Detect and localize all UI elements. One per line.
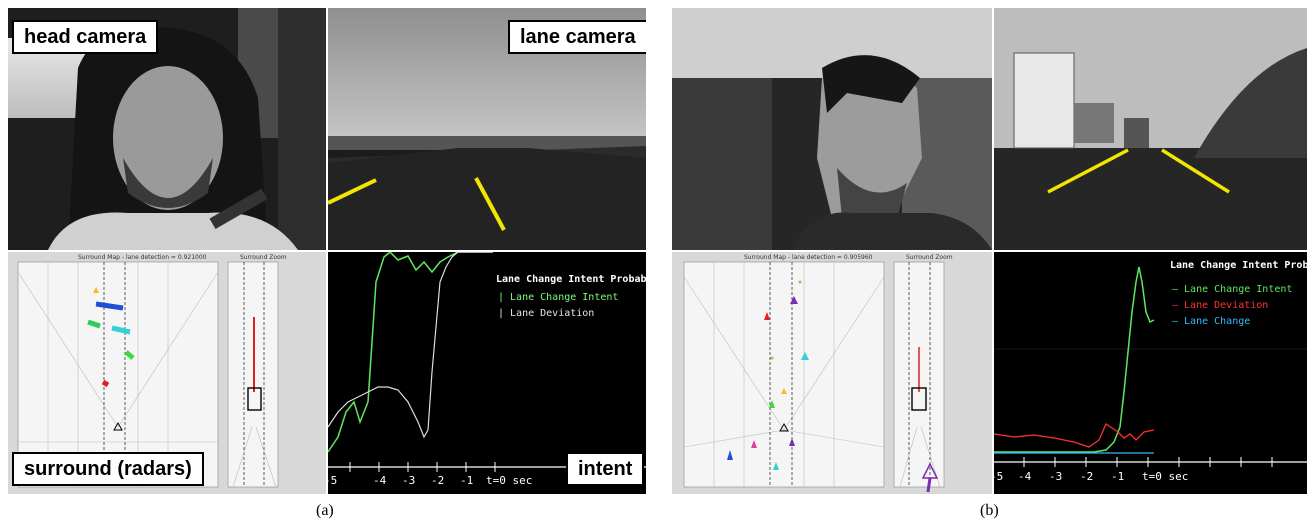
intent-chart-b xyxy=(994,266,1307,467)
intent-label: intent xyxy=(566,452,645,486)
caption-b: (b) xyxy=(980,502,999,519)
lane-change-intent-line-a xyxy=(328,252,493,453)
lane-deviation-line-b xyxy=(994,423,1155,448)
intent-plot-a: Lane Change Intent Probability | Lane Ch… xyxy=(328,252,646,494)
surround-map-title-a: Surround Map - lane detection = 0.921000 xyxy=(78,254,207,261)
surround-label: surround (radars) xyxy=(12,452,204,486)
intent-legend-item-b: — Lane Change Intent xyxy=(1172,284,1293,295)
deviation-legend-item-b: — Lane Deviation xyxy=(1172,300,1269,311)
intent-legend-item-a: | Lane Change Intent xyxy=(498,292,619,303)
x-tick: t=0 sec xyxy=(486,474,533,487)
deviation-legend-item-a: | Lane Deviation xyxy=(498,308,595,319)
lane-deviation-line-a xyxy=(328,252,493,439)
intent-plot-b: Lane Change Intent Probability — Lane Ch… xyxy=(994,252,1307,494)
driver-image-b xyxy=(672,8,992,250)
surround-plot-a xyxy=(17,261,279,488)
road-image-b xyxy=(994,8,1307,250)
driver-image-a xyxy=(8,8,326,250)
x-tick: -3 xyxy=(1049,470,1063,483)
lane-change-intent-line-b xyxy=(994,266,1155,453)
road-image-a xyxy=(328,8,646,250)
lane-marker-left xyxy=(328,178,377,205)
x-tick: -2 xyxy=(431,474,445,487)
surround-map-a: Surround Map - lane detection = 0.921000… xyxy=(8,252,326,494)
lane-marker-right xyxy=(474,177,506,231)
lane-marker-left xyxy=(1047,148,1129,194)
x-tick: -2 xyxy=(1080,470,1094,483)
lane-camera-view-a: lane camera xyxy=(328,8,646,250)
surround-zoom-title-a: Surround Zoom xyxy=(240,254,287,261)
x-tick: -1 xyxy=(1111,470,1125,483)
x-tick: -5 xyxy=(994,470,1004,483)
x-tick: -3 xyxy=(402,474,416,487)
surround-zoom-title-b: Surround Zoom xyxy=(906,254,953,261)
intent-legend-title-a: Lane Change Intent Probability xyxy=(496,274,646,285)
head-camera-view-b xyxy=(672,8,992,250)
surround-map-title-b: Surround Map - lane detection = 0.905960 xyxy=(744,254,873,261)
intent-legend-title-b: Lane Change Intent Probability xyxy=(1170,260,1307,271)
surround-plot-b xyxy=(683,261,945,493)
x-tick: -1 xyxy=(460,474,474,487)
lane-camera-label: lane camera xyxy=(508,20,646,54)
caption-a: (a) xyxy=(316,502,334,519)
x-tick: -5 xyxy=(328,474,338,487)
surround-map-b: Surround Map - lane detection = 0.905960… xyxy=(672,252,992,494)
head-camera-label: head camera xyxy=(12,20,159,54)
lane-marker-right xyxy=(1161,148,1230,194)
x-tick: t=0 sec xyxy=(1142,470,1189,483)
truck-trailer xyxy=(1013,52,1075,149)
lane-change-legend-item-b: — Lane Change xyxy=(1172,316,1251,327)
head-camera-view-a: head camera xyxy=(8,8,326,250)
x-tick: -4 xyxy=(373,474,387,487)
x-tick: -4 xyxy=(1018,470,1032,483)
lane-camera-view-b xyxy=(994,8,1307,250)
